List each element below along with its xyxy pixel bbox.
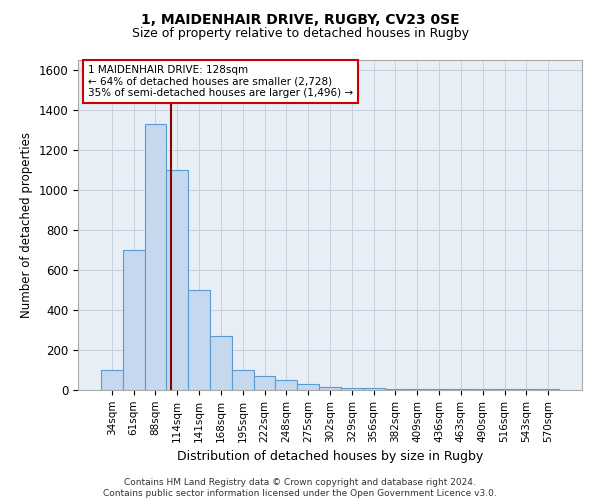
Bar	[363, 388, 385, 390]
Bar	[385, 389, 406, 390]
Text: Size of property relative to detached houses in Rugby: Size of property relative to detached ho…	[131, 28, 469, 40]
Bar	[406, 389, 428, 390]
Bar	[123, 250, 145, 390]
Bar	[166, 170, 188, 390]
Bar	[297, 384, 319, 390]
Bar	[210, 336, 232, 390]
Y-axis label: Number of detached properties: Number of detached properties	[20, 132, 33, 318]
Bar	[188, 290, 210, 390]
Bar	[145, 124, 166, 390]
Bar	[341, 388, 363, 390]
Bar	[254, 376, 275, 390]
Bar	[232, 370, 254, 390]
Bar	[428, 389, 450, 390]
Bar	[472, 389, 494, 390]
Bar	[319, 387, 341, 390]
Text: Contains HM Land Registry data © Crown copyright and database right 2024.
Contai: Contains HM Land Registry data © Crown c…	[103, 478, 497, 498]
Bar	[101, 370, 123, 390]
Text: 1 MAIDENHAIR DRIVE: 128sqm
← 64% of detached houses are smaller (2,728)
35% of s: 1 MAIDENHAIR DRIVE: 128sqm ← 64% of deta…	[88, 65, 353, 98]
Bar	[275, 380, 297, 390]
Bar	[450, 389, 472, 390]
Text: 1, MAIDENHAIR DRIVE, RUGBY, CV23 0SE: 1, MAIDENHAIR DRIVE, RUGBY, CV23 0SE	[140, 12, 460, 26]
X-axis label: Distribution of detached houses by size in Rugby: Distribution of detached houses by size …	[177, 450, 483, 463]
